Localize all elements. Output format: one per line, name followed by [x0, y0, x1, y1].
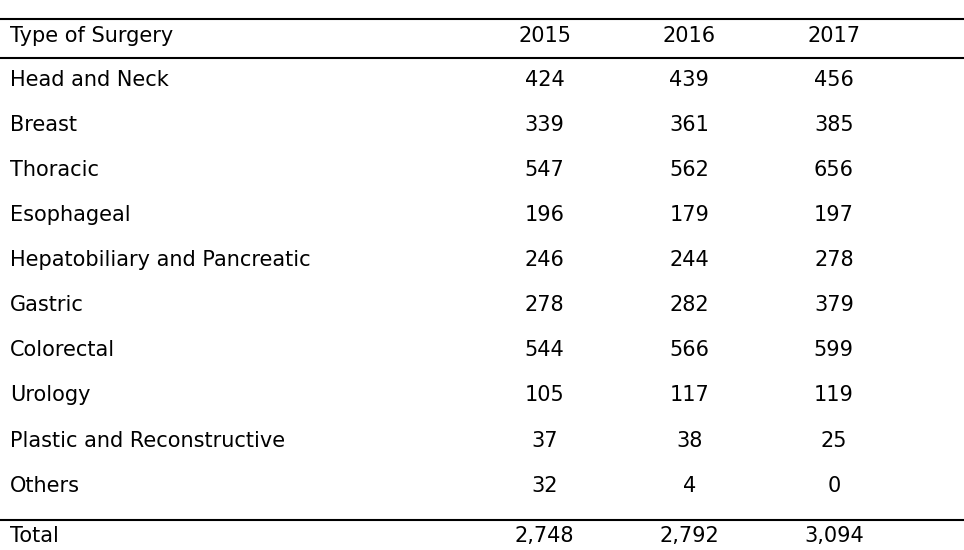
- Text: 119: 119: [814, 386, 854, 405]
- Text: 246: 246: [524, 250, 565, 270]
- Text: 0: 0: [827, 476, 841, 496]
- Text: 439: 439: [669, 70, 710, 90]
- Text: Esophageal: Esophageal: [10, 205, 130, 225]
- Text: 544: 544: [524, 340, 565, 360]
- Text: 2,748: 2,748: [515, 526, 575, 546]
- Text: 424: 424: [524, 70, 565, 90]
- Text: Urology: Urology: [10, 386, 91, 405]
- Text: 32: 32: [531, 476, 558, 496]
- Text: 456: 456: [814, 70, 854, 90]
- Text: Colorectal: Colorectal: [10, 340, 115, 360]
- Text: 179: 179: [669, 205, 710, 225]
- Text: 339: 339: [524, 115, 565, 135]
- Text: Thoracic: Thoracic: [10, 160, 98, 180]
- Text: 37: 37: [531, 431, 558, 450]
- Text: 25: 25: [820, 431, 847, 450]
- Text: 278: 278: [814, 250, 854, 270]
- Text: 566: 566: [669, 340, 710, 360]
- Text: 656: 656: [814, 160, 854, 180]
- Text: 385: 385: [814, 115, 854, 135]
- Text: 2017: 2017: [808, 26, 860, 46]
- Text: 3,094: 3,094: [804, 526, 864, 546]
- Text: 4: 4: [683, 476, 696, 496]
- Text: 2,792: 2,792: [659, 526, 719, 546]
- Text: Breast: Breast: [10, 115, 77, 135]
- Text: Hepatobiliary and Pancreatic: Hepatobiliary and Pancreatic: [10, 250, 310, 270]
- Text: Total: Total: [10, 526, 59, 546]
- Text: Type of Surgery: Type of Surgery: [10, 26, 173, 46]
- Text: 2015: 2015: [519, 26, 571, 46]
- Text: 562: 562: [669, 160, 710, 180]
- Text: Others: Others: [10, 476, 80, 496]
- Text: 117: 117: [669, 386, 710, 405]
- Text: 196: 196: [524, 205, 565, 225]
- Text: 547: 547: [524, 160, 565, 180]
- Text: 197: 197: [814, 205, 854, 225]
- Text: 105: 105: [524, 386, 565, 405]
- Text: 2016: 2016: [662, 26, 716, 46]
- Text: 244: 244: [669, 250, 710, 270]
- Text: 282: 282: [669, 295, 710, 315]
- Text: Head and Neck: Head and Neck: [10, 70, 169, 90]
- Text: 361: 361: [669, 115, 710, 135]
- Text: Gastric: Gastric: [10, 295, 84, 315]
- Text: Plastic and Reconstructive: Plastic and Reconstructive: [10, 431, 284, 450]
- Text: 38: 38: [676, 431, 703, 450]
- Text: 599: 599: [814, 340, 854, 360]
- Text: 379: 379: [814, 295, 854, 315]
- Text: 278: 278: [524, 295, 565, 315]
